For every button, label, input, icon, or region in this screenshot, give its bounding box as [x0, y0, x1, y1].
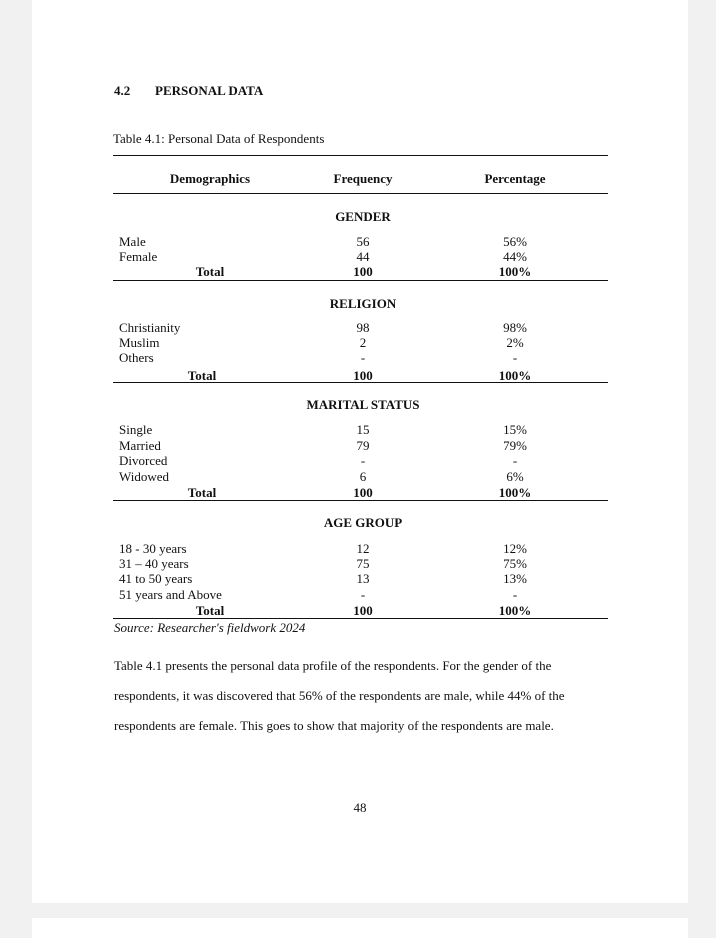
row-label: 51 years and Above — [119, 587, 222, 602]
paragraph-line: Table 4.1 presents the personal data pro… — [114, 658, 552, 673]
row-frequency: 6 — [359, 469, 367, 484]
section-heading: RELIGION — [329, 296, 397, 311]
row-label: Muslim — [119, 335, 160, 350]
row-label: Married — [119, 438, 161, 453]
section-heading: AGE GROUP — [323, 515, 403, 530]
row-frequency: - — [360, 587, 366, 602]
row-percentage: 79% — [503, 438, 527, 453]
row-percentage: 44% — [503, 249, 527, 264]
total-percentage: 100% — [498, 264, 532, 279]
table-caption: Table 4.1: Personal Data of Respondents — [113, 131, 325, 146]
total-percentage: 100% — [498, 368, 532, 383]
header-demographics: Demographics — [169, 171, 251, 186]
row-percentage: 6% — [506, 469, 524, 484]
row-label: Single — [119, 422, 153, 437]
total-percentage: 100% — [498, 485, 532, 500]
row-label: 41 to 50 years — [119, 571, 193, 586]
total-frequency: 100 — [353, 368, 373, 383]
row-percentage: 15% — [503, 422, 527, 437]
total-label: Total — [195, 264, 225, 279]
row-frequency: - — [360, 350, 366, 365]
page-number: 48 — [353, 800, 367, 815]
row-frequency: - — [360, 453, 366, 468]
personal-data-table: Demographics Frequency Percentage GENDER Mal… — [113, 155, 608, 635]
next-page — [32, 918, 688, 938]
row-label: Christianity — [119, 320, 181, 335]
total-label: Total — [187, 485, 217, 500]
row-label: 18 - 30 years — [119, 541, 187, 556]
paragraph-line: respondents are female. This goes to sho… — [114, 718, 554, 733]
row-percentage: - — [512, 453, 518, 468]
row-frequency: 15 — [356, 422, 370, 437]
header-percentage: Percentage — [484, 171, 546, 186]
section-heading: GENDER — [335, 209, 391, 224]
row-percentage: 75% — [503, 556, 527, 571]
row-label: 31 – 40 years — [119, 556, 189, 571]
row-percentage: 98% — [503, 320, 527, 335]
row-label: Widowed — [119, 469, 170, 484]
row-percentage: 12% — [503, 541, 527, 556]
header-frequency: Frequency — [333, 171, 393, 186]
row-label: Divorced — [119, 453, 168, 468]
total-frequency: 100 — [353, 264, 373, 279]
row-percentage: 2% — [506, 335, 524, 350]
section-heading: MARITAL STATUS — [306, 397, 420, 412]
total-frequency: 100 — [353, 603, 373, 618]
row-frequency: 44 — [356, 249, 370, 264]
document-page: 4.2 PERSONAL DATA Table 4.1: Personal Da… — [32, 0, 688, 903]
row-frequency: 75 — [356, 556, 370, 571]
row-percentage: - — [512, 587, 518, 602]
table-rule — [113, 155, 608, 156]
row-frequency: 79 — [356, 438, 370, 453]
table-rule — [113, 500, 608, 501]
table-rule — [113, 280, 608, 281]
row-frequency: 13 — [356, 571, 370, 586]
total-percentage: 100% — [498, 603, 532, 618]
row-label: Others — [119, 350, 154, 365]
row-percentage: 13% — [503, 571, 527, 586]
row-frequency: 98 — [356, 320, 370, 335]
paragraph-line: respondents, it was discovered that 56% … — [114, 688, 565, 703]
table-rule — [113, 618, 608, 619]
table-rule — [113, 193, 608, 194]
total-frequency: 100 — [353, 485, 373, 500]
row-percentage: - — [512, 350, 518, 365]
table-source: Source: Researcher's fieldwork 2024 — [114, 620, 306, 635]
row-percentage: 56% — [503, 234, 527, 249]
total-label: Total — [187, 368, 217, 383]
table-rule — [113, 382, 608, 383]
section-title: PERSONAL DATA — [155, 83, 264, 98]
row-label: Female — [119, 249, 158, 264]
row-frequency: 2 — [359, 335, 367, 350]
row-frequency: 56 — [356, 234, 370, 249]
total-label: Total — [195, 603, 225, 618]
section-number: 4.2 — [114, 83, 131, 98]
row-frequency: 12 — [356, 541, 370, 556]
row-label: Male — [119, 234, 146, 249]
